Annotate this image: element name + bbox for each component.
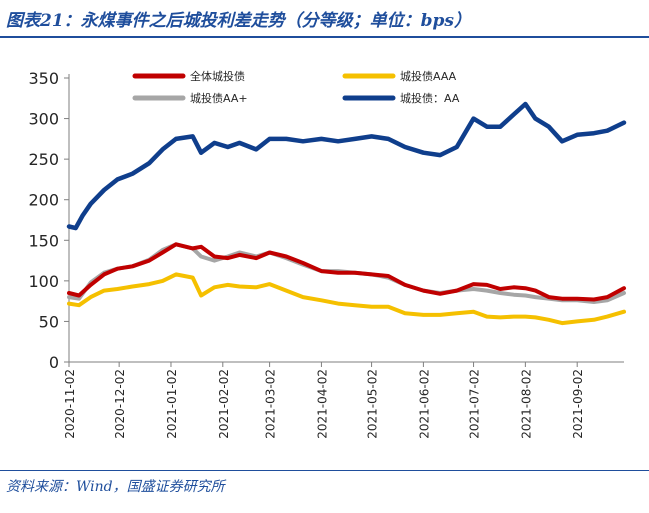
chart-legend: 全体城投债 城投债AAA 城投债AA+ 城投债：AA <box>132 69 460 105</box>
legend-label-1: 城投债AAA <box>400 69 457 83</box>
y-tick-label: 200 <box>28 191 59 210</box>
source-note: 资料来源：Wind，国盛证券研究所 <box>6 479 225 495</box>
x-tick-label: 2021-05-02 <box>366 369 380 439</box>
series-line-3 <box>66 101 627 231</box>
x-tick-label: 2021-02-02 <box>217 369 231 439</box>
y-tick-label: 250 <box>28 150 59 169</box>
x-tick-label: 2020-12-02 <box>113 369 127 439</box>
chart-title: 图表21：永煤事件之后城投利差走势（分等级；单位：bps） <box>6 11 472 31</box>
chart-area: 0 50 100 150 200 250 300 350 2020-11-02 2020-12-0… <box>28 69 627 439</box>
legend-label-0: 全体城投债 <box>190 69 245 83</box>
y-tick-label: 150 <box>28 231 59 250</box>
x-tick-label: 2021-08-02 <box>519 369 533 439</box>
x-tick-label: 2021-03-02 <box>264 369 278 439</box>
y-tick-label: 100 <box>28 272 59 291</box>
y-tick-label: 350 <box>28 69 59 88</box>
title-divider <box>0 36 649 38</box>
x-tick-label: 2021-07-02 <box>468 369 482 439</box>
legend-label-3: 城投债：AA <box>400 91 460 105</box>
x-tick-label: 2021-09-02 <box>571 369 585 439</box>
x-tick-label: 2021-04-02 <box>315 369 329 439</box>
x-tick-label: 2021-06-02 <box>417 369 431 439</box>
x-tick-label: 2021-01-02 <box>165 369 179 439</box>
series-line-0 <box>67 242 626 302</box>
legend-label-2: 城投债AA+ <box>190 91 248 105</box>
y-tick-label: 0 <box>49 353 59 372</box>
series-line-1 <box>67 272 626 326</box>
series-layer <box>66 101 627 326</box>
y-tick-label: 300 <box>28 110 59 129</box>
x-tick-label: 2020-11-02 <box>63 369 77 439</box>
chart-axes: 0 50 100 150 200 250 300 350 2020-11-02 2020-12-0… <box>28 69 624 439</box>
source-divider <box>0 470 649 471</box>
y-tick-label: 50 <box>39 312 59 331</box>
